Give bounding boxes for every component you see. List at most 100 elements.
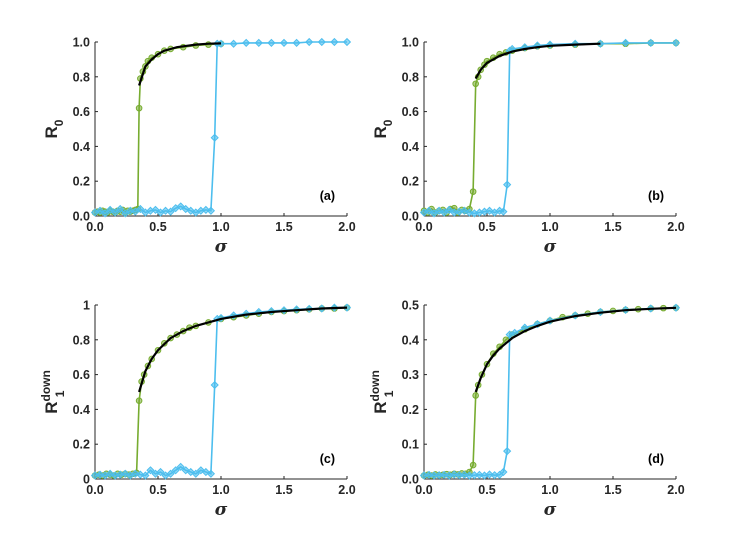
data-point xyxy=(135,397,143,405)
panel-label: (b) xyxy=(648,189,664,203)
data-point xyxy=(95,470,105,479)
chart-panel: 0.0 0.5 1.0 1.5 2.0 0 0.2 0.4 0.6 0.8 1 σ Rdown1 (c) xyxy=(39,299,356,521)
series-blue xyxy=(90,303,352,480)
data-point xyxy=(242,38,251,47)
data-point xyxy=(135,104,143,112)
data-point xyxy=(121,209,130,218)
data-point xyxy=(450,470,459,479)
data-point xyxy=(210,380,219,390)
series-line xyxy=(423,307,677,477)
y-tick-label: 0.2 xyxy=(402,403,419,417)
chart-panel: 0.0 0.5 1.0 1.5 2.0 0.0 0.1 0.2 0.3 0.4 0.5 σ Rdown1… xyxy=(368,299,685,521)
data-point xyxy=(146,466,155,475)
data-point xyxy=(499,207,508,216)
data-point xyxy=(475,470,484,479)
data-point xyxy=(176,202,185,211)
data-point xyxy=(429,209,439,218)
series-line xyxy=(138,306,348,393)
data-point xyxy=(196,466,205,475)
y-tick-label: 0.8 xyxy=(73,70,90,84)
x-tick-label: 0.0 xyxy=(86,220,103,234)
series-line xyxy=(474,42,601,80)
series-line xyxy=(423,307,677,477)
series-line xyxy=(423,42,676,214)
data-point xyxy=(472,392,479,399)
y-tick-label: 0.0 xyxy=(402,210,419,224)
series-blue xyxy=(419,38,681,218)
series-green xyxy=(420,39,680,216)
x-tick-label: 2.0 xyxy=(338,220,355,234)
data-point xyxy=(445,205,454,215)
x-tick-label: 0.5 xyxy=(149,483,166,497)
series-theory xyxy=(474,306,677,393)
data-point xyxy=(465,208,474,217)
data-point xyxy=(166,469,175,478)
series-green xyxy=(91,304,351,479)
data-point xyxy=(485,470,494,479)
y-tick-label: 0.8 xyxy=(402,70,419,84)
data-point xyxy=(469,461,477,469)
data-point xyxy=(671,38,681,47)
x-tick-label: 0.5 xyxy=(149,220,166,234)
data-point xyxy=(126,206,135,215)
series-line xyxy=(423,42,676,215)
x-axis-label: σ xyxy=(544,237,557,257)
chart-panel: 0.0 0.5 1.0 1.5 2.0 0.0 0.2 0.4 0.6 0.8 1.0 σ R0 (b) xyxy=(371,36,685,258)
y-tick-label: 0.6 xyxy=(73,368,90,382)
data-point xyxy=(100,209,110,218)
series-line xyxy=(138,42,222,86)
y-tick-label: 1.0 xyxy=(402,36,419,50)
y-tick-label: 0.3 xyxy=(402,368,419,382)
data-point xyxy=(131,469,140,478)
data-point xyxy=(254,38,263,47)
x-tick-label: 1.5 xyxy=(275,483,292,497)
chart-panel: 0.0 0.5 1.0 1.5 2.0 0.0 0.2 0.4 0.6 0.8 1.0 σ R0 (a) xyxy=(42,36,356,258)
data-point xyxy=(229,311,238,320)
series-line xyxy=(94,42,222,214)
data-point xyxy=(460,470,469,479)
y-axis-label: Rdown1 xyxy=(39,370,67,414)
data-point xyxy=(317,37,326,47)
x-tick-label: 0.0 xyxy=(415,483,432,497)
y-tick-label: 0.2 xyxy=(73,175,90,189)
data-point xyxy=(503,180,512,189)
data-point xyxy=(95,206,105,215)
series-theory xyxy=(474,42,601,80)
data-point xyxy=(176,462,185,471)
series-line xyxy=(474,306,677,393)
data-point xyxy=(440,470,449,479)
data-point xyxy=(424,206,434,215)
y-tick-label: 0.4 xyxy=(402,140,419,154)
y-tick-label: 0.0 xyxy=(73,210,90,224)
x-tick-label: 0.5 xyxy=(478,483,495,497)
x-tick-label: 1.5 xyxy=(604,220,621,234)
data-point xyxy=(151,205,160,215)
data-point xyxy=(186,206,195,215)
data-point xyxy=(166,207,175,216)
x-tick-label: 1.5 xyxy=(275,220,292,234)
y-tick-label: 0.6 xyxy=(402,105,419,119)
data-point xyxy=(111,208,120,217)
panel-label: (a) xyxy=(320,189,335,203)
data-point xyxy=(156,467,165,477)
data-point xyxy=(171,466,180,475)
data-point xyxy=(136,470,145,479)
y-axis-label: Rdown1 xyxy=(368,370,396,414)
x-tick-label: 0.0 xyxy=(415,220,432,234)
y-tick-label: 0.2 xyxy=(402,175,419,189)
x-tick-label: 2.0 xyxy=(667,220,684,234)
data-point xyxy=(206,206,216,215)
data-point xyxy=(106,205,115,215)
y-tick-label: 0.4 xyxy=(73,140,90,154)
data-point xyxy=(201,205,210,215)
y-tick-label: 0.4 xyxy=(402,333,419,347)
x-axis-label: σ xyxy=(215,237,228,257)
y-tick-label: 1.0 xyxy=(73,36,90,50)
x-tick-label: 1.0 xyxy=(541,483,558,497)
data-point xyxy=(267,38,276,47)
data-point xyxy=(424,470,434,479)
x-tick-label: 0.0 xyxy=(86,483,103,497)
y-tick-label: 0.6 xyxy=(73,105,90,119)
series-line xyxy=(94,306,347,477)
